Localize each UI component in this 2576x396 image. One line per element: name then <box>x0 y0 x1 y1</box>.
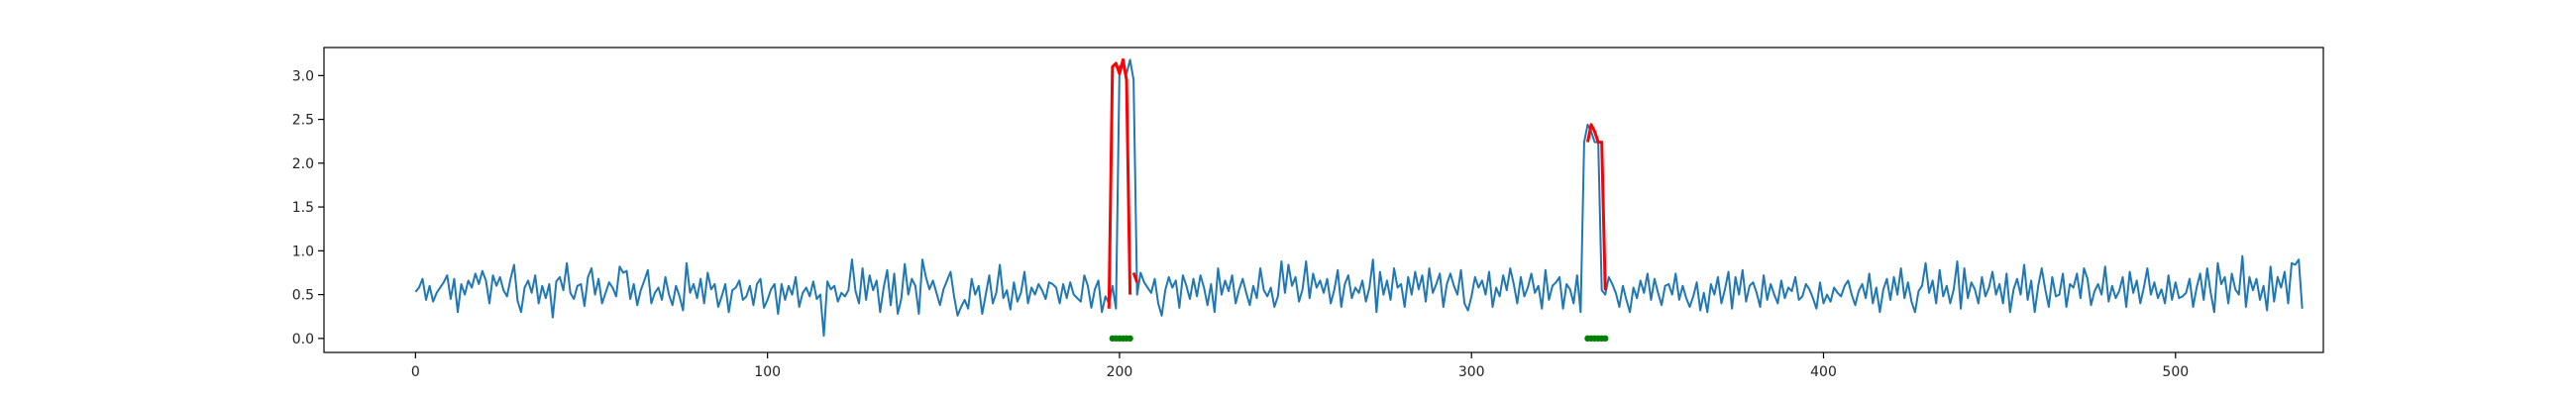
anomaly-segment-0 <box>1107 57 1132 309</box>
anomaly-segment-2 <box>1585 123 1607 291</box>
x-tick-label: 400 <box>1810 364 1837 380</box>
x-tick-label: 500 <box>2162 364 2189 380</box>
anomaly-marker <box>1127 335 1133 343</box>
anomaly-segment-1 <box>1131 271 1139 283</box>
x-tick-label: 100 <box>754 364 781 380</box>
x-tick-label: 0 <box>411 364 420 380</box>
y-tick-label: 2.0 <box>292 156 314 172</box>
plot-area <box>414 57 2304 343</box>
y-tick-label: 2.5 <box>292 113 314 129</box>
anomaly-marker <box>1602 335 1609 343</box>
x-axis: 0 100 200 300 400 500 <box>411 352 2189 380</box>
y-tick-label: 3.0 <box>292 68 314 84</box>
signal-line <box>414 58 2304 338</box>
axes-frame <box>323 47 2324 353</box>
y-tick-label: 0.5 <box>292 288 314 304</box>
y-tick-label: 0.0 <box>292 332 314 347</box>
y-tick-label: 1.0 <box>292 244 314 259</box>
y-tick-label: 1.5 <box>292 200 314 216</box>
x-tick-label: 300 <box>1458 364 1485 380</box>
x-tick-label: 200 <box>1107 364 1133 380</box>
y-axis: 0.0 0.5 1.0 1.5 2.0 2.5 3.0 <box>292 68 324 347</box>
